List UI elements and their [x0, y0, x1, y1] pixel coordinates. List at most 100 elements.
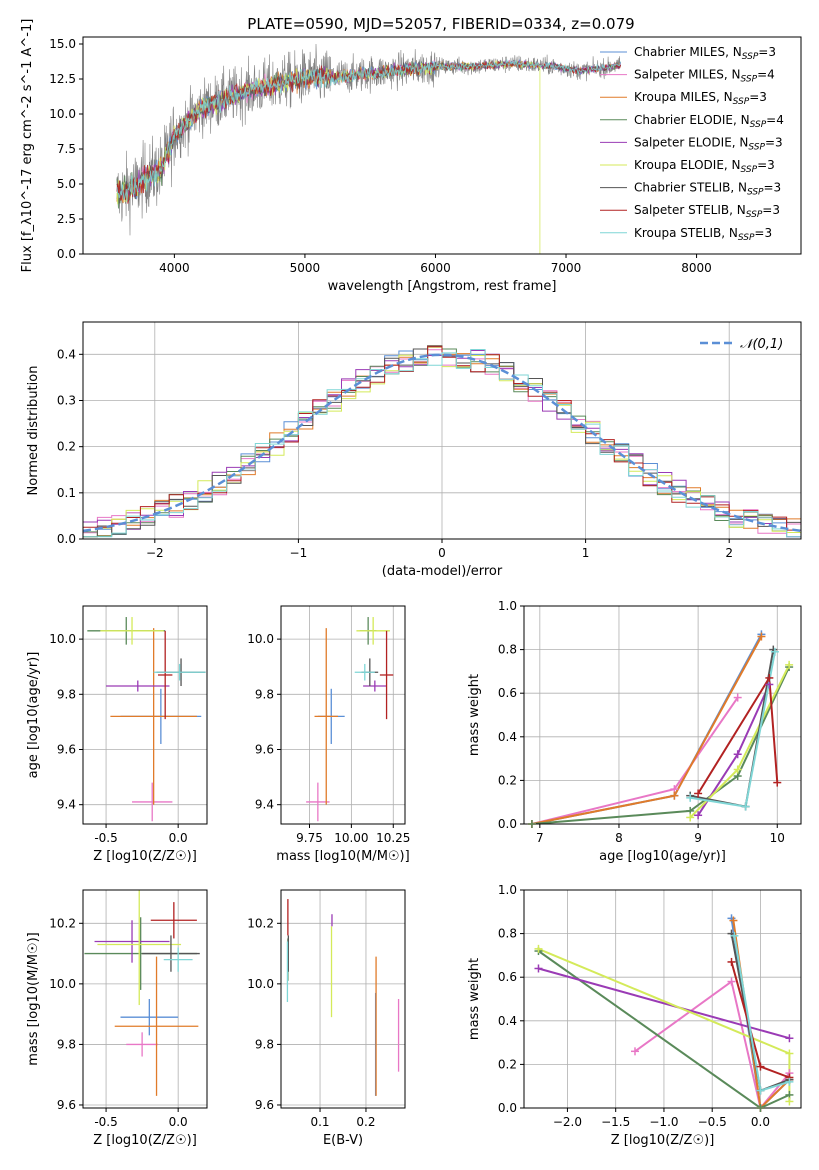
legend-entry: Salpeter ELODIE, NSSP=3 [634, 135, 783, 152]
spectrum-panel: 4000 5000 6000 7000 8000 0.0 2.5 5.0 7.5 10.0 12.5… [20, 19, 802, 294]
y-tick-label: 12.5 [49, 72, 76, 86]
model-line-kroupa-stelib [116, 58, 622, 202]
x-axis-label: wavelength [Angstrom, rest frame] [328, 279, 557, 294]
y-tick-label: 0.8 [498, 643, 517, 657]
model-line-salpeter-stelib [116, 60, 622, 204]
weight-vs-metallicity-panel: −2.0 −1.5 −1.0 −0.5 0.0 0.0 0.2 0.4 0.6 0.8 1.0 Z [… [467, 883, 802, 1148]
weight-marker [727, 977, 736, 986]
y-tick-label: 0.4 [498, 1014, 517, 1028]
x-tick-label: 7 [536, 831, 544, 845]
histogram-kroupa-stelib [83, 349, 801, 539]
legend-entry: 𝒩(0,1) [740, 337, 783, 352]
y-tick-label: 9.6 [255, 1098, 274, 1112]
weight-marker [765, 673, 774, 682]
weight-marker [670, 791, 679, 800]
figure-title: PLATE=0590, MJD=52057, FIBERID=0334, z=0… [247, 15, 634, 33]
axes-frame [280, 605, 406, 825]
axes-frame [82, 605, 208, 825]
errorbar-point [100, 617, 164, 645]
weight-marker [733, 765, 742, 774]
y-tick-label: 0.2 [498, 773, 517, 787]
weight-marker [527, 820, 536, 828]
y-tick-label: 0.6 [498, 970, 517, 984]
axes-frame [523, 889, 802, 1109]
weight-marker [686, 813, 695, 822]
x-axis-label: E(B-V) [323, 1133, 363, 1148]
x-tick-label: 9.75 [296, 831, 323, 845]
weight-marker [741, 802, 750, 811]
y-tick-label: 2.5 [57, 212, 76, 226]
plot-area [531, 633, 791, 824]
x-tick-label: 0.1 [310, 1115, 329, 1129]
gaussian-reference-line [83, 353, 801, 533]
x-tick-label: 2 [725, 546, 733, 560]
y-tick-label: 15.0 [49, 37, 76, 51]
y-tick-label: 9.8 [57, 1037, 76, 1051]
y-tick-label: 7.5 [57, 142, 76, 156]
weight-marker [785, 660, 794, 669]
y-axis-label: mass [log10(M/M☉)] [26, 932, 41, 1065]
weight-marker [785, 1049, 794, 1058]
weight-marker [727, 957, 736, 966]
x-tick-label: 0.0 [169, 1115, 188, 1129]
x-axis-label: Z [log10(Z/Z☉)] [611, 1133, 715, 1148]
age-vs-metallicity-panel: -0.5 0.0 9.4 9.6 9.8 10.0 Z [log10(Z/Z☉)] age [… [26, 605, 208, 864]
weight-line-chabrier-elodie [537, 950, 790, 1108]
y-tick-label: 1.0 [498, 599, 517, 613]
age-vs-mass-panel: 9.75 10.00 10.25 9.4 9.6 9.8 10.0 mass [log10(M… [247, 605, 410, 864]
y-tick-label: 0.6 [498, 686, 517, 700]
weight-marker [694, 811, 703, 820]
y-tick-label: 0.4 [498, 730, 517, 744]
weight-marker [757, 632, 766, 641]
x-tick-label: 10.25 [376, 831, 410, 845]
y-tick-label: 10.2 [49, 916, 76, 930]
residuals-panel: −2 −1 0 1 2 0.0 0.1 0.2 0.3 0.4 (data-model)/error… [26, 321, 802, 579]
weight-line-kroupa-stelib [690, 651, 776, 808]
x-tick-label: 10.00 [334, 831, 368, 845]
weight-marker [534, 964, 543, 973]
axes-frame [523, 605, 802, 825]
x-tick-label: −0.5 [698, 1115, 727, 1129]
y-axis-label: mass weight [467, 674, 482, 756]
weight-line-salpeter-elodie [538, 967, 790, 1040]
x-tick-label: -0.5 [94, 1115, 117, 1129]
x-tick-label: 5000 [290, 261, 321, 275]
spectrum-legend: Chabrier MILES, NSSP=3 Salpeter MILES, NS… [600, 45, 784, 243]
errorbar-point [153, 663, 206, 681]
x-tick-label: 1 [582, 546, 590, 560]
weight-marker [733, 750, 742, 759]
x-tick-label: −2 [146, 546, 164, 560]
plot-area [84, 890, 200, 1096]
axes-frame [280, 889, 406, 1109]
weight-marker [733, 693, 742, 702]
y-tick-label: 5.0 [57, 177, 76, 191]
axes-frame [82, 889, 208, 1109]
y-tick-label: 9.4 [57, 798, 76, 812]
errorbar-point [379, 630, 394, 720]
weight-marker [785, 1077, 794, 1086]
x-tick-label: 6000 [420, 261, 451, 275]
model-line-chabrier-stelib [116, 60, 621, 204]
y-tick-label: 9.8 [57, 687, 76, 701]
errorbar-point [126, 1032, 158, 1057]
y-tick-label: 10.2 [247, 916, 274, 930]
x-tick-label: −1.5 [601, 1115, 630, 1129]
weight-marker [730, 931, 739, 940]
y-tick-label: 0.2 [57, 440, 76, 454]
x-tick-label: 0 [438, 546, 446, 560]
y-tick-label: 9.4 [255, 798, 274, 812]
legend-entry: Kroupa ELODIE, NSSP=3 [634, 158, 775, 175]
y-tick-label: 0.0 [498, 817, 517, 831]
y-axis-label: Flux [f_λ10^-17 erg cm^-2 s^-1 A^-1] [20, 19, 35, 273]
errorbar-point [94, 920, 170, 963]
weight-marker [756, 1104, 765, 1112]
axes-frame [82, 36, 802, 255]
y-tick-label: 0.0 [57, 532, 76, 546]
legend-entry: Kroupa STELIB, NSSP=3 [634, 226, 772, 243]
plot-area [306, 617, 394, 822]
weight-marker [756, 1062, 765, 1071]
errorbar-point [150, 902, 197, 939]
plot-area [87, 617, 206, 822]
y-tick-label: 0.0 [498, 1101, 517, 1115]
